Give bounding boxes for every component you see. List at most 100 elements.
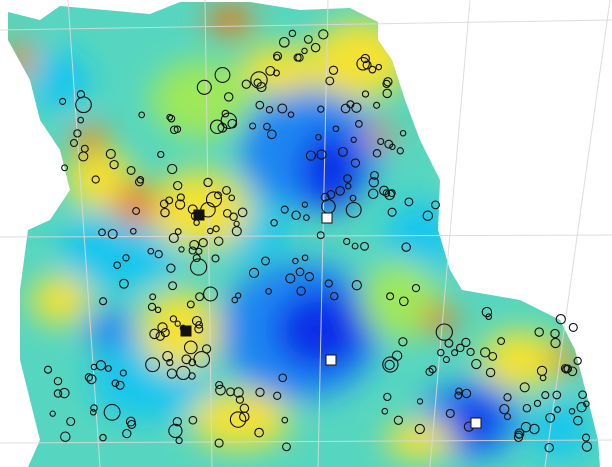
galaxy-marker [529, 423, 540, 435]
galaxy-marker [154, 250, 163, 259]
galaxy-marker [43, 365, 53, 374]
galaxy-marker [103, 403, 121, 421]
galaxy-marker [194, 324, 204, 334]
galaxy-marker [183, 340, 198, 355]
galaxy-marker [373, 101, 381, 109]
galaxy-marker [223, 92, 234, 102]
galaxy-marker [227, 118, 238, 129]
galaxy-marker [399, 129, 407, 137]
density-field [8, 4, 590, 460]
galaxy-marker [431, 200, 440, 210]
galaxy-marker [422, 210, 434, 221]
overdense-center-marker [180, 325, 192, 337]
underdense-center-marker [321, 212, 333, 224]
galaxy-marker [189, 239, 200, 250]
galaxy-marker [372, 149, 382, 158]
galaxy-marker [455, 387, 463, 395]
galaxy-marker [195, 292, 205, 302]
galaxy-marker [187, 204, 198, 215]
galaxy-marker [316, 149, 327, 160]
galaxy-marker [288, 29, 297, 38]
galaxy-marker [303, 34, 313, 44]
galaxy-marker [398, 337, 408, 347]
galaxy-marker [99, 433, 107, 442]
galaxy-marker [119, 369, 127, 377]
cluster-center-markers [180, 209, 482, 429]
galaxy-marker [332, 125, 340, 133]
galaxy-marker [384, 359, 395, 371]
density-patch-cool [530, 400, 590, 460]
galaxy-marker [368, 177, 379, 188]
galaxy-marker [169, 315, 178, 323]
galaxy-marker [222, 185, 231, 195]
galaxy-marker [343, 237, 351, 246]
galaxy-marker [350, 158, 361, 168]
galaxy-marker [382, 88, 392, 99]
galaxy-marker [176, 193, 185, 202]
galaxy-marker [581, 433, 591, 442]
galaxy-marker [169, 125, 179, 135]
density-patch-cold [85, 310, 135, 350]
galaxy-marker [578, 390, 587, 400]
galaxy-marker [126, 166, 136, 175]
galaxy-marker [213, 236, 224, 246]
density-patch-neutral [150, 60, 250, 140]
density-patch-hottest [130, 198, 150, 218]
density-patch-hottest [216, 10, 240, 26]
underdense-center-marker [325, 354, 337, 366]
galaxy-marker [273, 69, 280, 77]
grid-line [429, 0, 471, 467]
galaxy-marker [414, 423, 425, 435]
galaxy-marker [145, 357, 161, 373]
galaxy-marker [285, 273, 296, 284]
galaxy-marker [568, 408, 576, 415]
galaxy-marker [53, 376, 63, 386]
galaxy-marker [175, 436, 183, 445]
galaxy-marker [382, 189, 391, 197]
galaxy-marker [105, 148, 116, 159]
galaxy-marker [78, 151, 89, 162]
galaxy-marker [195, 247, 203, 255]
galaxy-marker [520, 421, 532, 433]
galaxy-marker [536, 365, 548, 377]
galaxy-marker [340, 103, 351, 114]
galaxy-marker [217, 122, 228, 133]
galaxy-marker [166, 358, 174, 367]
galaxy-marker [89, 408, 97, 416]
galaxy-marker [212, 225, 220, 233]
galaxy-marker [461, 337, 471, 348]
galaxy-marker [237, 207, 248, 218]
galaxy-marker [386, 292, 395, 301]
galaxy-marker [296, 286, 306, 296]
density-patch-hot [551, 346, 579, 374]
galaxy-marker [160, 328, 170, 338]
galaxy-marker [383, 392, 392, 402]
galaxy-marker [550, 328, 560, 339]
galaxy-marker [485, 367, 496, 378]
galaxy-marker [263, 122, 271, 131]
galaxy-marker [310, 42, 321, 53]
galaxy-marker [53, 389, 63, 398]
galaxy-marker [255, 387, 265, 397]
galaxy-marker [198, 238, 208, 248]
underdense-center-marker [470, 417, 482, 429]
galaxy-marker [301, 254, 309, 262]
galaxy-marker [90, 404, 98, 412]
galaxy-marker [173, 180, 183, 191]
galaxy-marker [304, 272, 315, 282]
galaxy-marker [109, 159, 119, 170]
galaxy-marker [214, 438, 224, 448]
galaxy-marker [324, 279, 333, 288]
galaxy-marker [329, 291, 339, 301]
galaxy-marker [138, 111, 146, 119]
galaxy-marker [356, 57, 370, 71]
galaxy-marker [136, 176, 145, 184]
galaxy-marker [75, 96, 92, 114]
galaxy-marker [278, 373, 288, 383]
galaxy-marker [295, 267, 305, 277]
galaxy-marker [387, 189, 396, 198]
galaxy-marker [228, 194, 236, 202]
galaxy-marker [254, 427, 264, 438]
galaxy-marker [325, 76, 335, 86]
